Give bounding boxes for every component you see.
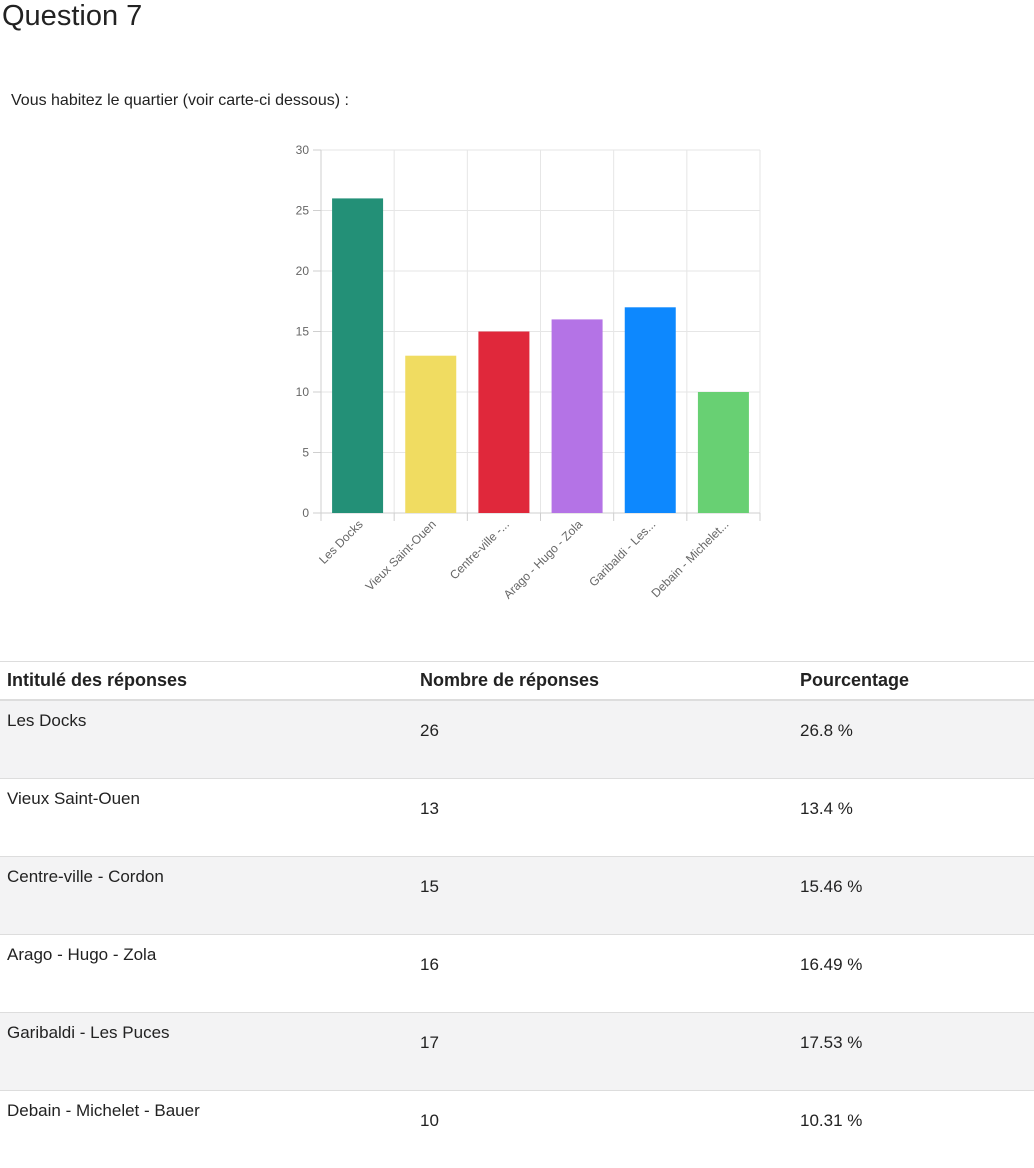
bar-3 [478,332,529,514]
table-row: Garibaldi - Les Puces 17 17.53 % [0,1013,1034,1091]
x-tick-label: Garibaldi - Les... [586,517,658,589]
y-tick-label: 0 [302,506,309,520]
x-tick-label: Arago - Hugo - Zola [501,517,586,602]
row-percent: 16.49 % [793,935,1034,1013]
row-label: Vieux Saint-Ouen [0,779,413,857]
y-tick-label: 20 [296,264,310,278]
y-tick-label: 5 [302,446,309,460]
x-tick-label: Centre-ville -... [447,517,512,582]
row-percent: 15.46 % [793,857,1034,935]
row-count: 17 [413,1013,793,1091]
x-tick-label: Debain - Michelet... [649,517,732,600]
y-tick-label: 30 [296,143,310,157]
table-row: Debain - Michelet - Bauer 10 10.31 % [0,1091,1034,1168]
x-tick-label: Les Docks [316,517,366,567]
question-title: Question 7 [2,0,142,36]
header-count: Nombre de réponses [413,662,793,701]
table-row: Les Docks 26 26.8 % [0,700,1034,779]
bar-2 [405,356,456,513]
y-tick-label: 15 [296,325,310,339]
row-count: 26 [413,700,793,779]
row-count: 13 [413,779,793,857]
bar-4 [552,319,603,513]
row-label: Arago - Hugo - Zola [0,935,413,1013]
row-percent: 17.53 % [793,1013,1034,1091]
header-label: Intitulé des réponses [0,662,413,701]
results-table: Intitulé des réponses Nombre de réponses… [0,661,1034,1168]
x-tick-label: Vieux Saint-Ouen [363,517,439,593]
bar-6 [698,392,749,513]
bar-5 [625,307,676,513]
row-percent: 26.8 % [793,700,1034,779]
y-tick-label: 25 [296,204,310,218]
row-label: Les Docks [0,700,413,779]
bar-1 [332,198,383,513]
table-row: Centre-ville - Cordon 15 15.46 % [0,857,1034,935]
header-percent: Pourcentage [793,662,1034,701]
y-tick-label: 10 [296,385,310,399]
table-row: Vieux Saint-Ouen 13 13.4 % [0,779,1034,857]
table-header-row: Intitulé des réponses Nombre de réponses… [0,662,1034,701]
table-row: Arago - Hugo - Zola 16 16.49 % [0,935,1034,1013]
row-label: Debain - Michelet - Bauer [0,1091,413,1168]
row-count: 16 [413,935,793,1013]
row-label: Garibaldi - Les Puces [0,1013,413,1091]
question-text: Vous habitez le quartier (voir carte-ci … [11,92,349,110]
row-label: Centre-ville - Cordon [0,857,413,935]
row-count: 10 [413,1091,793,1168]
row-percent: 13.4 % [793,779,1034,857]
row-count: 15 [413,857,793,935]
row-percent: 10.31 % [793,1091,1034,1168]
